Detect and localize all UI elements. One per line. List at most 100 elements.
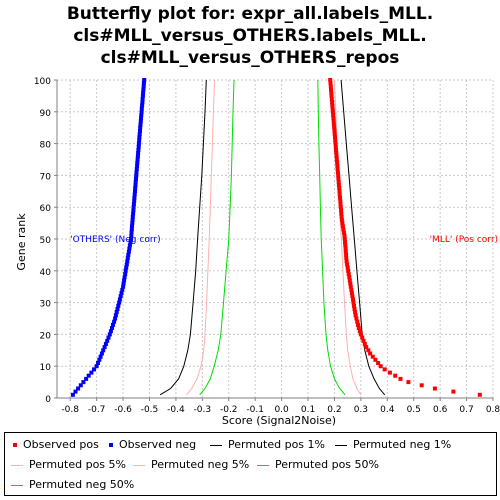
chart-title-line-3: cls#MLL_versus_OTHERS_repos xyxy=(100,48,400,68)
point-observed-pos xyxy=(344,256,349,261)
legend-item-permuted-pos-1: Permuted pos 1% xyxy=(210,438,325,452)
point-observed-pos xyxy=(354,316,359,321)
point-observed-neg xyxy=(141,81,146,86)
axes: 0 10 20 30 40 50 60 70 80 90 100 -0.8 -0.7 -0.6 -0.5 -0… xyxy=(34,77,500,415)
point-observed-pos xyxy=(332,132,337,137)
x-tick-label: -0.8 xyxy=(61,405,79,415)
point-observed-neg xyxy=(118,294,123,299)
point-observed-pos xyxy=(335,160,340,165)
point-observed-neg xyxy=(133,182,138,187)
point-observed-neg xyxy=(133,179,138,184)
point-observed-pos xyxy=(329,87,333,92)
point-observed-pos xyxy=(334,157,339,162)
y-tick-label: 20 xyxy=(40,331,52,341)
point-observed-neg xyxy=(92,367,96,372)
y-tick-label: 90 xyxy=(40,109,52,119)
point-observed-neg xyxy=(141,87,146,92)
point-observed-pos xyxy=(347,275,352,280)
point-observed-neg xyxy=(135,154,140,159)
point-observed-neg xyxy=(138,128,142,133)
point-observed-pos xyxy=(348,281,353,286)
x-tick-label: 0.1 xyxy=(301,405,315,415)
point-observed-neg xyxy=(107,332,112,337)
point-observed-neg xyxy=(139,116,143,121)
y-axis-label: Gene rank xyxy=(15,213,28,271)
point-observed-neg xyxy=(102,345,107,350)
y-tick-label: 70 xyxy=(40,172,52,182)
point-observed-neg xyxy=(132,198,137,203)
point-observed-neg xyxy=(134,173,139,178)
legend-label: Observed neg xyxy=(119,438,197,451)
legend-swatch xyxy=(210,444,222,446)
point-observed-pos xyxy=(336,179,341,184)
point-observed-neg xyxy=(141,84,146,89)
point-observed-pos xyxy=(373,357,378,362)
x-tick-label: 0.8 xyxy=(486,405,500,415)
point-observed-pos xyxy=(406,380,411,385)
point-observed-neg xyxy=(132,195,137,200)
legend-item-permuted-neg-5: Permuted neg 5% xyxy=(133,458,249,472)
point-observed-pos xyxy=(330,103,335,108)
point-observed-pos xyxy=(340,221,345,226)
point-observed-neg xyxy=(113,313,118,318)
point-observed-neg xyxy=(110,326,114,330)
point-observed-pos xyxy=(336,176,341,181)
point-observed-pos xyxy=(357,329,362,334)
point-observed-pos xyxy=(333,138,338,143)
point-observed-pos xyxy=(352,307,357,311)
point-observed-pos xyxy=(451,389,456,394)
point-observed-neg xyxy=(129,230,134,235)
legend-label: Permuted pos 5% xyxy=(29,458,126,471)
point-observed-neg xyxy=(127,246,132,251)
point-observed-neg xyxy=(136,148,141,152)
point-observed-pos xyxy=(344,252,349,257)
legend-label: Permuted neg 1% xyxy=(353,438,452,451)
point-observed-pos xyxy=(336,173,341,178)
point-observed-pos xyxy=(343,246,348,251)
point-observed-pos xyxy=(330,100,335,105)
point-observed-pos xyxy=(339,217,344,222)
point-observed-pos xyxy=(432,386,437,391)
legend-item-permuted-neg-1: Permuted neg 1% xyxy=(335,438,451,452)
chart-legend: Observed pos Observed neg Permuted pos 1… xyxy=(4,432,497,496)
point-observed-pos xyxy=(336,182,341,187)
point-observed-pos xyxy=(339,208,344,213)
x-tick-label: -0.1 xyxy=(246,405,264,415)
legend-item-observed-pos: Observed pos xyxy=(11,438,99,452)
point-observed-pos xyxy=(334,148,338,152)
point-observed-pos xyxy=(349,287,354,292)
legend-label: Permuted pos 1% xyxy=(228,438,325,451)
point-observed-pos xyxy=(387,370,392,375)
point-observed-pos xyxy=(337,189,342,194)
legend-label: Permuted pos 50% xyxy=(275,458,379,471)
legend-swatch xyxy=(109,443,113,447)
point-observed-neg xyxy=(133,186,138,191)
point-observed-pos xyxy=(338,195,342,200)
point-observed-pos xyxy=(332,128,337,133)
point-observed-neg xyxy=(123,268,128,273)
x-tick-label: -0.4 xyxy=(167,405,185,415)
point-observed-neg xyxy=(137,132,142,137)
point-observed-neg xyxy=(121,284,126,289)
point-observed-pos xyxy=(334,151,339,156)
point-observed-neg xyxy=(139,109,144,114)
point-observed-neg xyxy=(123,272,128,276)
point-observed-pos xyxy=(347,278,352,283)
point-observed-neg xyxy=(96,361,100,365)
point-observed-pos xyxy=(361,338,366,343)
x-tick-label: -0.5 xyxy=(141,405,159,415)
point-observed-pos xyxy=(362,341,367,346)
point-observed-neg xyxy=(122,278,127,283)
chart-title-line-1: Butterfly plot for: expr_all.labels_MLL. xyxy=(66,4,434,24)
point-observed-pos xyxy=(368,351,373,356)
point-observed-pos xyxy=(335,170,340,175)
point-observed-neg xyxy=(136,144,141,149)
point-observed-neg xyxy=(140,97,145,102)
point-observed-neg xyxy=(134,167,139,171)
point-observed-neg xyxy=(114,310,119,315)
point-observed-pos xyxy=(477,392,482,397)
observed-points xyxy=(70,78,482,397)
point-observed-pos xyxy=(346,268,351,273)
point-observed-pos xyxy=(356,322,360,327)
point-observed-pos xyxy=(337,186,342,191)
